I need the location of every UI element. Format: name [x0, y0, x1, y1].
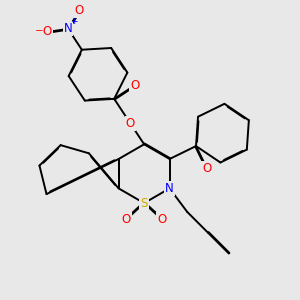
Text: S: S [140, 196, 148, 210]
Text: O: O [126, 117, 135, 130]
Text: O: O [130, 79, 140, 92]
Text: N: N [64, 22, 73, 35]
Text: O: O [75, 4, 84, 17]
Text: O: O [122, 213, 131, 226]
Text: −: − [35, 26, 44, 35]
Text: O: O [157, 213, 167, 226]
Text: N: N [165, 182, 174, 195]
Text: O: O [202, 162, 211, 175]
Text: +: + [70, 17, 77, 26]
Text: O: O [43, 26, 52, 38]
